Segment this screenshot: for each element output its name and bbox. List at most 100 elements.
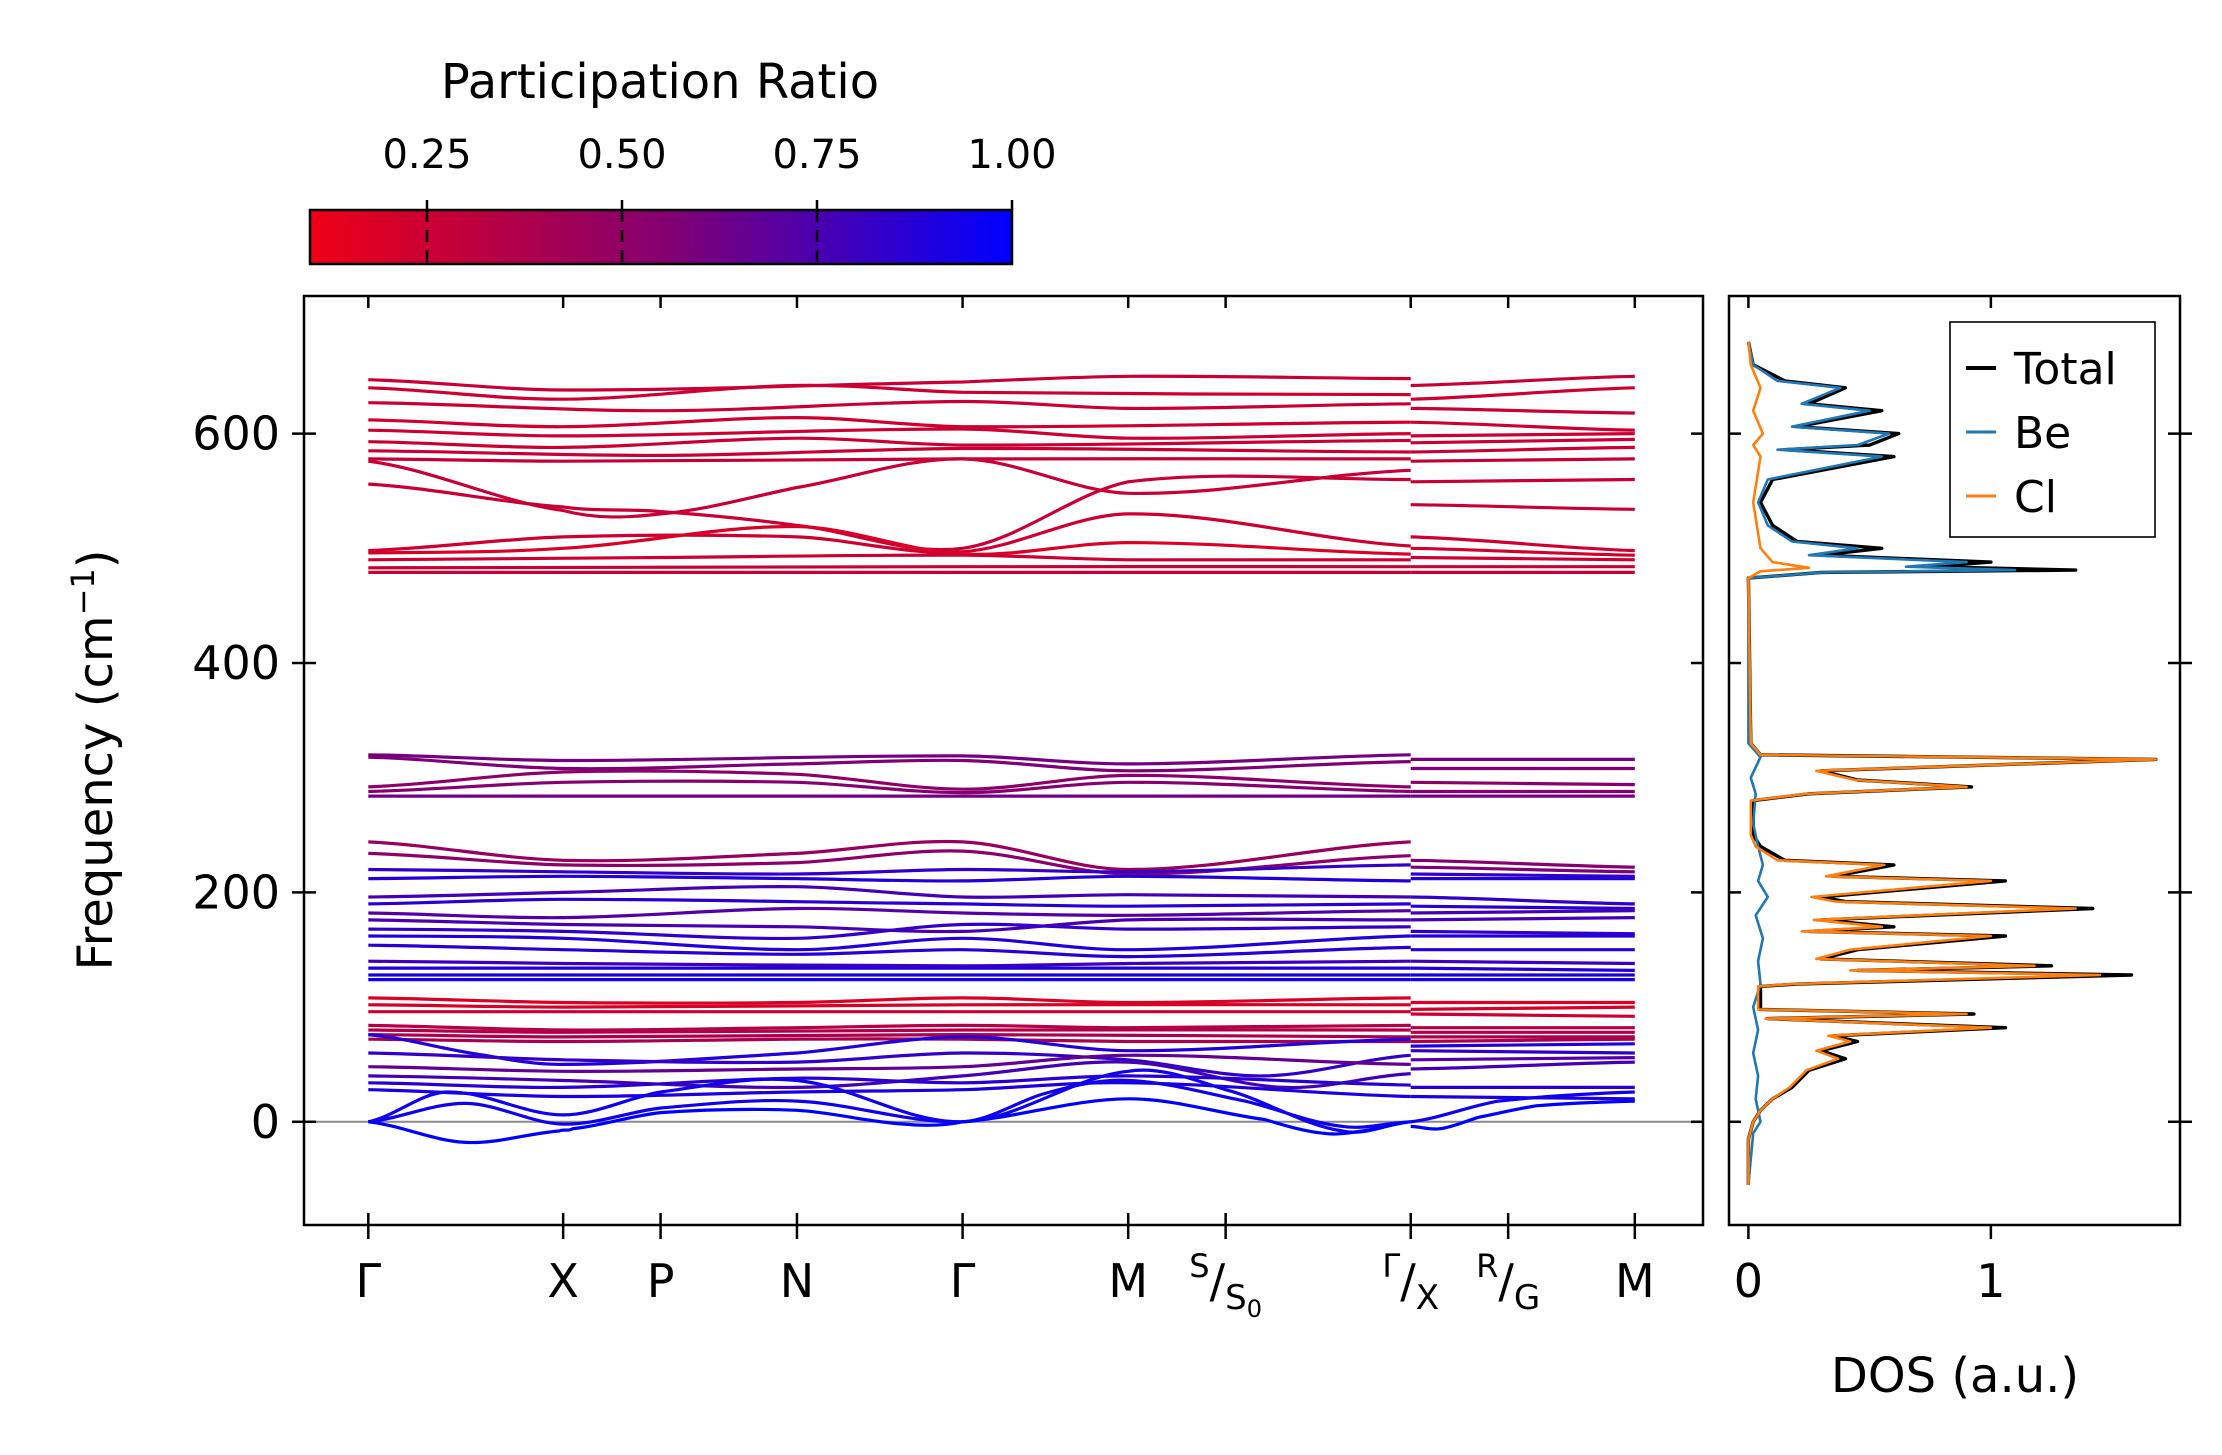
legend-box <box>1949 321 2156 538</box>
x-tick-label: X <box>547 1254 579 1308</box>
phonon-band <box>368 922 1411 941</box>
x-tick-label: M <box>1615 1254 1655 1308</box>
phonon-band <box>368 996 1411 1005</box>
colorbar-ticks: 0.25 0.50 0.75 1.00 <box>382 132 1057 264</box>
phonon-band <box>368 399 1411 413</box>
x-tick-label: N <box>780 1254 814 1308</box>
phonon-band <box>368 383 1411 401</box>
phonon-band <box>1410 1099 1635 1131</box>
phonon-band <box>1410 420 1635 432</box>
phonon-band <box>1410 904 1635 911</box>
x-tick-label: Γ/X <box>1382 1247 1439 1318</box>
x-tick-label: P <box>647 1254 675 1308</box>
band-frame <box>302 294 1705 1227</box>
phonon-band <box>1410 432 1635 438</box>
phonon-band <box>368 1078 1411 1129</box>
colorbar-tick-label: 0.50 <box>577 132 666 178</box>
legend-label: Be <box>2014 408 2071 459</box>
phonon-band <box>1410 865 1635 874</box>
phonon-band <box>368 1023 1411 1032</box>
dos-curve-cl <box>1747 341 2158 1185</box>
x-tick-label: S/S0 <box>1189 1247 1262 1323</box>
band-lines <box>304 374 1703 1145</box>
x-tick-label: Γ <box>355 1254 381 1308</box>
phonon-band <box>1410 916 1635 922</box>
phonon-band <box>368 416 1411 429</box>
phonon-band <box>368 897 1411 908</box>
phonon-band <box>368 885 1411 899</box>
phonon-band <box>368 874 1411 883</box>
phonon-band <box>368 959 1411 968</box>
phonon-band <box>368 1037 1411 1044</box>
phonon-band <box>1410 858 1635 869</box>
phonon-band <box>368 1074 1411 1090</box>
phonon-band <box>1410 503 1635 511</box>
dos-x-tick-label: 1 <box>1976 1254 2005 1308</box>
phonon-band <box>368 839 1411 872</box>
phonon-band <box>1410 1049 1635 1055</box>
dos-frame <box>1727 294 2182 1227</box>
phonon-band <box>1410 959 1635 966</box>
y-tick-label: 400 <box>192 636 280 690</box>
phonon-band <box>367 1068 1411 1134</box>
phonon-band <box>1410 437 1635 445</box>
y-tick-label: 0 <box>251 1095 280 1149</box>
phonon-band <box>368 1051 1411 1078</box>
phonon-band <box>368 863 1411 876</box>
phonon-band <box>368 457 1411 463</box>
phonon-band <box>1410 1005 1635 1011</box>
x-tick-label: Γ <box>950 1254 976 1308</box>
colorbar-tick-label: 0.25 <box>382 132 471 178</box>
band-structure-panel: 0 200 400 600 Γ X P N Γ M S/S0 Γ/X R/G M Frequency (c… <box>64 294 1705 1323</box>
phonon-band <box>368 1053 1411 1073</box>
phonon-band <box>368 943 1411 959</box>
phonon-band <box>368 1028 1411 1034</box>
phonon-band <box>1410 535 1635 553</box>
colorbar-gradient <box>308 208 1014 266</box>
phonon-band <box>1410 457 1635 463</box>
phonon-band <box>368 565 1411 570</box>
phonon-band <box>368 524 1411 557</box>
phonon-band <box>1410 386 1635 401</box>
colorbar-tick-label: 0.75 <box>772 132 861 178</box>
phonon-band <box>1410 909 1635 915</box>
y-tick-label: 600 <box>192 407 280 461</box>
phonon-band <box>1410 1042 1635 1048</box>
phonon-band <box>368 753 1411 766</box>
colorbar-label: Participation Ratio <box>441 54 879 110</box>
phonon-band <box>1410 546 1635 557</box>
phonon-band <box>1410 1090 1635 1124</box>
band-axes: 0 200 400 600 Γ X P N Γ M S/S0 Γ/X R/G M <box>192 296 1703 1323</box>
phonon-band <box>368 934 1411 952</box>
dos-x-axis-label: DOS (a.u.) <box>1831 1348 2079 1404</box>
phonon-band <box>1410 872 1635 878</box>
dos-x-tick-label: 0 <box>1734 1254 1763 1308</box>
phonon-band <box>1410 406 1635 415</box>
phonon-band <box>1410 1012 1635 1018</box>
x-tick-label: M <box>1108 1254 1148 1308</box>
phonon-band <box>368 1033 1411 1039</box>
phonon-band <box>1410 374 1635 388</box>
phonon-band <box>368 436 1411 450</box>
phonon-band <box>1410 555 1635 562</box>
legend-label: Cl <box>2014 472 2057 523</box>
phonon-band <box>368 779 1411 795</box>
phonon-band <box>368 906 1411 920</box>
phonon-band <box>368 553 1411 562</box>
phonon-band <box>1410 1056 1635 1062</box>
dos-legend: Total Be Cl <box>1949 321 2156 538</box>
phonon-band <box>1410 477 1635 484</box>
y-tick-label: 200 <box>192 865 280 919</box>
phonon-band <box>368 512 1411 554</box>
phonon-band <box>1410 1060 1635 1071</box>
phonon-band <box>368 1097 1411 1145</box>
phonon-band <box>368 1060 1411 1090</box>
phonon-band <box>368 427 1411 440</box>
phonon-band <box>1410 929 1635 936</box>
phonon-band <box>368 769 1411 791</box>
phonon-band <box>1410 966 1635 972</box>
phonon-band <box>1410 1037 1635 1044</box>
phonon-band <box>368 1003 1411 1009</box>
x-tick-label: R/G <box>1476 1247 1540 1318</box>
